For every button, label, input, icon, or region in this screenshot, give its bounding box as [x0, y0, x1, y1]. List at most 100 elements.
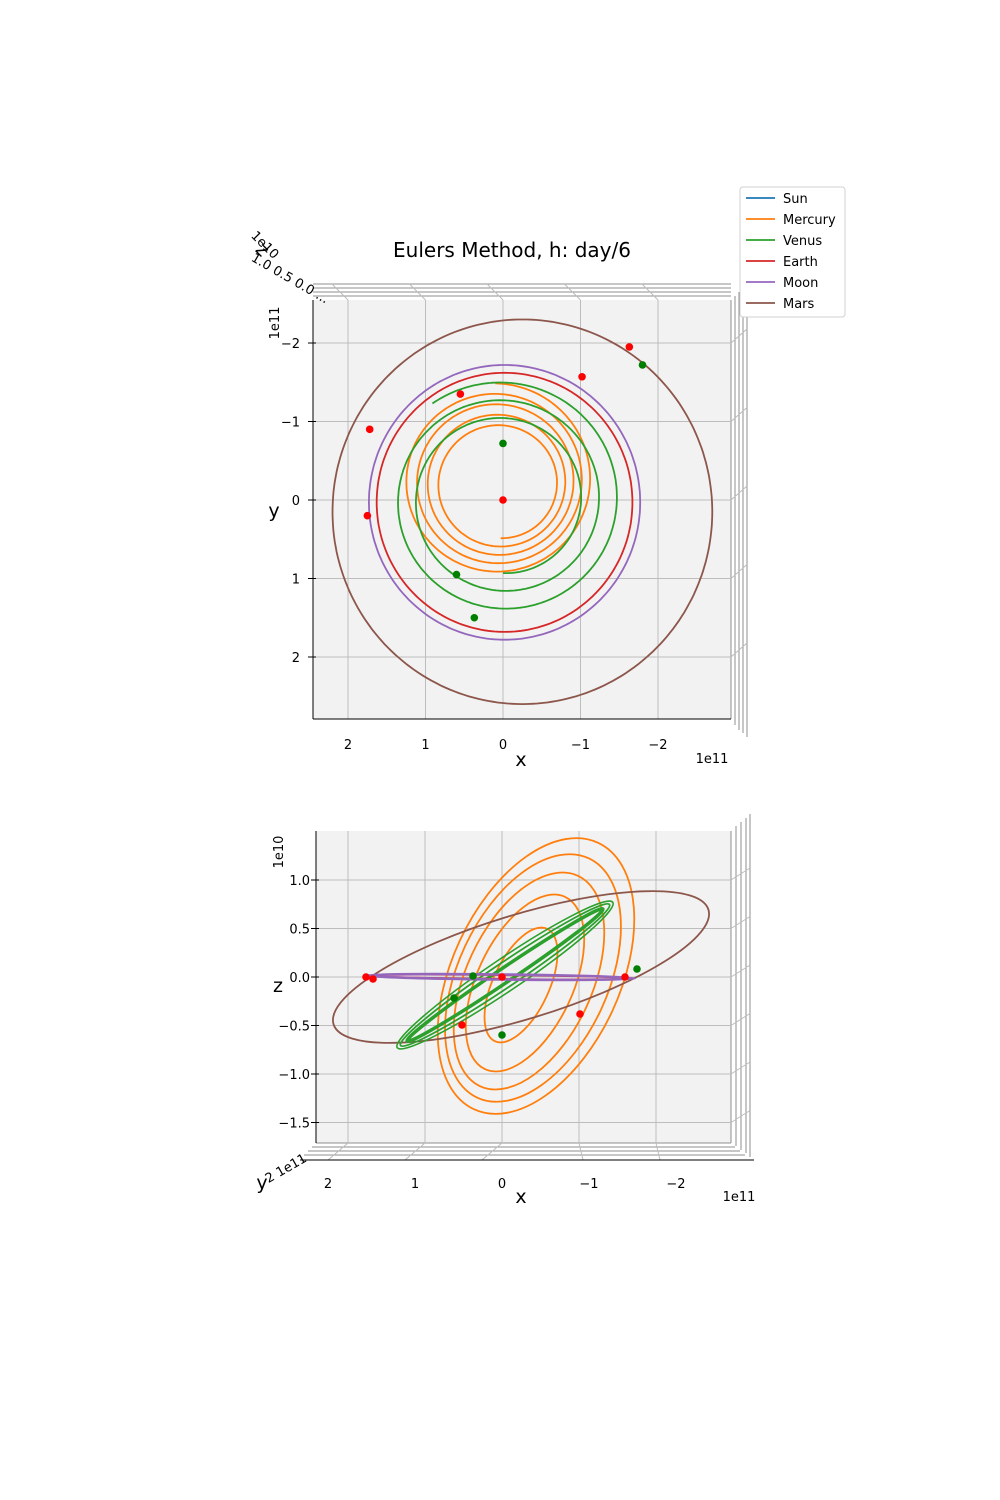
top-end-marker: [365, 425, 374, 434]
top-grid-depth: [730, 642, 748, 658]
legend-items: Sun Mercury Venus Earth Moon Mars: [746, 192, 836, 312]
top-grid-depth: [409, 283, 426, 301]
top-x-offset-text: 1e11: [696, 752, 729, 767]
bottom-z-axis-label: z: [273, 975, 283, 997]
bottom-x-offset-text: 1e11: [723, 1190, 756, 1205]
bottom-z-tick-label: 0.5: [289, 923, 310, 938]
top-z-ticks-cluster: 1.0 0.5 0.0 ...: [248, 251, 331, 307]
top-start-marker: [452, 570, 461, 579]
top-grid-depth: [730, 564, 748, 579]
top-y-axis-label: y: [268, 500, 279, 522]
bottom-grid-depth: [730, 1061, 751, 1075]
bottom-grid-depth: [730, 1013, 751, 1026]
top-z-axis-remnant: z 1e10 1.0 0.5 0.0 ...: [248, 229, 332, 308]
top-y-tick-label: 1: [292, 573, 300, 588]
bottom-series-mercury: [436, 837, 636, 1115]
top-x-tick-label: −2: [648, 738, 667, 753]
bottom-grid-depth: [655, 1142, 661, 1161]
top-series-earth: [375, 371, 634, 633]
top-series-moon: [368, 364, 642, 641]
bottom-series-mercury: [444, 853, 622, 1103]
legend-item-earth: Earth: [746, 255, 818, 270]
top-end-marker: [456, 390, 465, 398]
top-grid-depth: [331, 283, 349, 301]
top-x-tick-label: 1: [421, 738, 429, 753]
bottom-grid-depth: [730, 964, 751, 978]
top-series-mars: [331, 318, 714, 706]
top-grid-depth: [486, 283, 504, 301]
top-grid-depth: [730, 407, 748, 422]
top-end-marker: [578, 372, 586, 381]
top-series-venus: [397, 381, 618, 610]
bottom-z-tick-label: 0.0: [289, 971, 310, 986]
top-grid-depth: [730, 485, 748, 501]
bottom-grid-depth: [578, 1142, 584, 1161]
top-y-ticks: −2 −1 0 1 2: [281, 337, 316, 666]
bottom-x-tick-label: 1: [411, 1177, 419, 1192]
bottom-grid-depth: [327, 1142, 349, 1161]
bottom-z-tick-label: 1.0: [289, 874, 310, 889]
legend-label: Mars: [783, 297, 815, 312]
top-grid-depth: [564, 283, 581, 301]
bottom-z-tick-label: −0.5: [278, 1020, 310, 1035]
chart-title: Eulers Method, h: day/6: [393, 238, 631, 262]
legend-label: Moon: [783, 276, 818, 291]
bottom-x-tick-label: 0: [498, 1177, 506, 1192]
legend-item-mercury: Mercury: [746, 213, 836, 228]
top-pane-edges: [313, 283, 748, 737]
bottom-markers: [362, 965, 641, 1039]
bottom-x-tick-label: 2: [324, 1177, 332, 1192]
bottom-panel: 2 1 0 −1 −2 1.0 0.5 0.0 −0.5 −1.0 −1.5 x z y 1e11…: [256, 814, 756, 1208]
bottom-end-marker: [621, 973, 629, 981]
bottom-pane: [316, 831, 731, 1143]
bottom-end-marker: [498, 973, 506, 981]
top-y-offset-text: 1e11: [268, 307, 283, 340]
bottom-end-marker: [369, 975, 377, 983]
top-start-marker: [638, 361, 647, 369]
bottom-y-ticks-cluster: 2 1e11: [263, 1151, 310, 1187]
top-y-tick-label: 2: [292, 651, 300, 666]
bottom-y-axis-label: y: [256, 1172, 267, 1194]
bottom-start-marker: [498, 1031, 506, 1039]
bottom-series-mars: [332, 890, 710, 1044]
bottom-grid-depth: [730, 867, 751, 881]
bottom-x-tick-label: −2: [666, 1177, 685, 1192]
bottom-end-marker: [576, 1010, 584, 1018]
top-start-marker: [499, 439, 507, 448]
top-panel: Eulers Method, h: day/6 2 1 0 −1 −2 −2−1012 …: [248, 186, 846, 771]
bottom-x-tick-label: −1: [579, 1177, 598, 1192]
top-start-marker: [470, 613, 479, 622]
top-x-tick-label: 0: [499, 738, 507, 753]
legend-label: Earth: [783, 255, 818, 270]
bottom-grid-depth: [404, 1142, 426, 1161]
bottom-z-tick-label: −1.5: [278, 1117, 310, 1132]
top-grid-depth: [641, 283, 659, 301]
bottom-grid-depth: [730, 1110, 751, 1123]
top-grid-depth: [730, 328, 748, 344]
top-y-tick-label: −1: [281, 416, 300, 431]
bottom-end-marker: [458, 1021, 466, 1029]
top-end-marker: [499, 496, 507, 504]
legend-item-moon: Moon: [746, 276, 818, 291]
top-x-tick-label: 2: [344, 738, 352, 753]
top-end-marker: [625, 343, 634, 351]
legend: Sun Mercury Venus Earth Moon Mars: [739, 186, 846, 318]
top-x-tick-label: −1: [571, 738, 590, 753]
top-series-mercury: [405, 382, 591, 573]
legend-item-sun: Sun: [746, 192, 808, 207]
top-pane: [313, 300, 731, 719]
top-x-ticks: 2 1 0 −1 −2: [344, 738, 668, 753]
legend-item-mars: Mars: [746, 297, 815, 312]
legend-item-venus: Venus: [746, 234, 822, 249]
top-y-tick-label: 0: [292, 494, 300, 509]
top-y-tick-label: −2: [281, 337, 300, 352]
top-markers: [363, 343, 647, 622]
top-end-marker: [363, 511, 372, 520]
bottom-start-marker: [633, 965, 641, 973]
bottom-start-marker: [469, 972, 477, 980]
bottom-grid: [316, 831, 751, 1161]
bottom-series-mercury: [464, 893, 586, 1073]
bottom-z-ticks: 1.0 0.5 0.0 −0.5 −1.0 −1.5: [278, 874, 319, 1132]
bottom-grid-depth: [481, 1142, 503, 1161]
